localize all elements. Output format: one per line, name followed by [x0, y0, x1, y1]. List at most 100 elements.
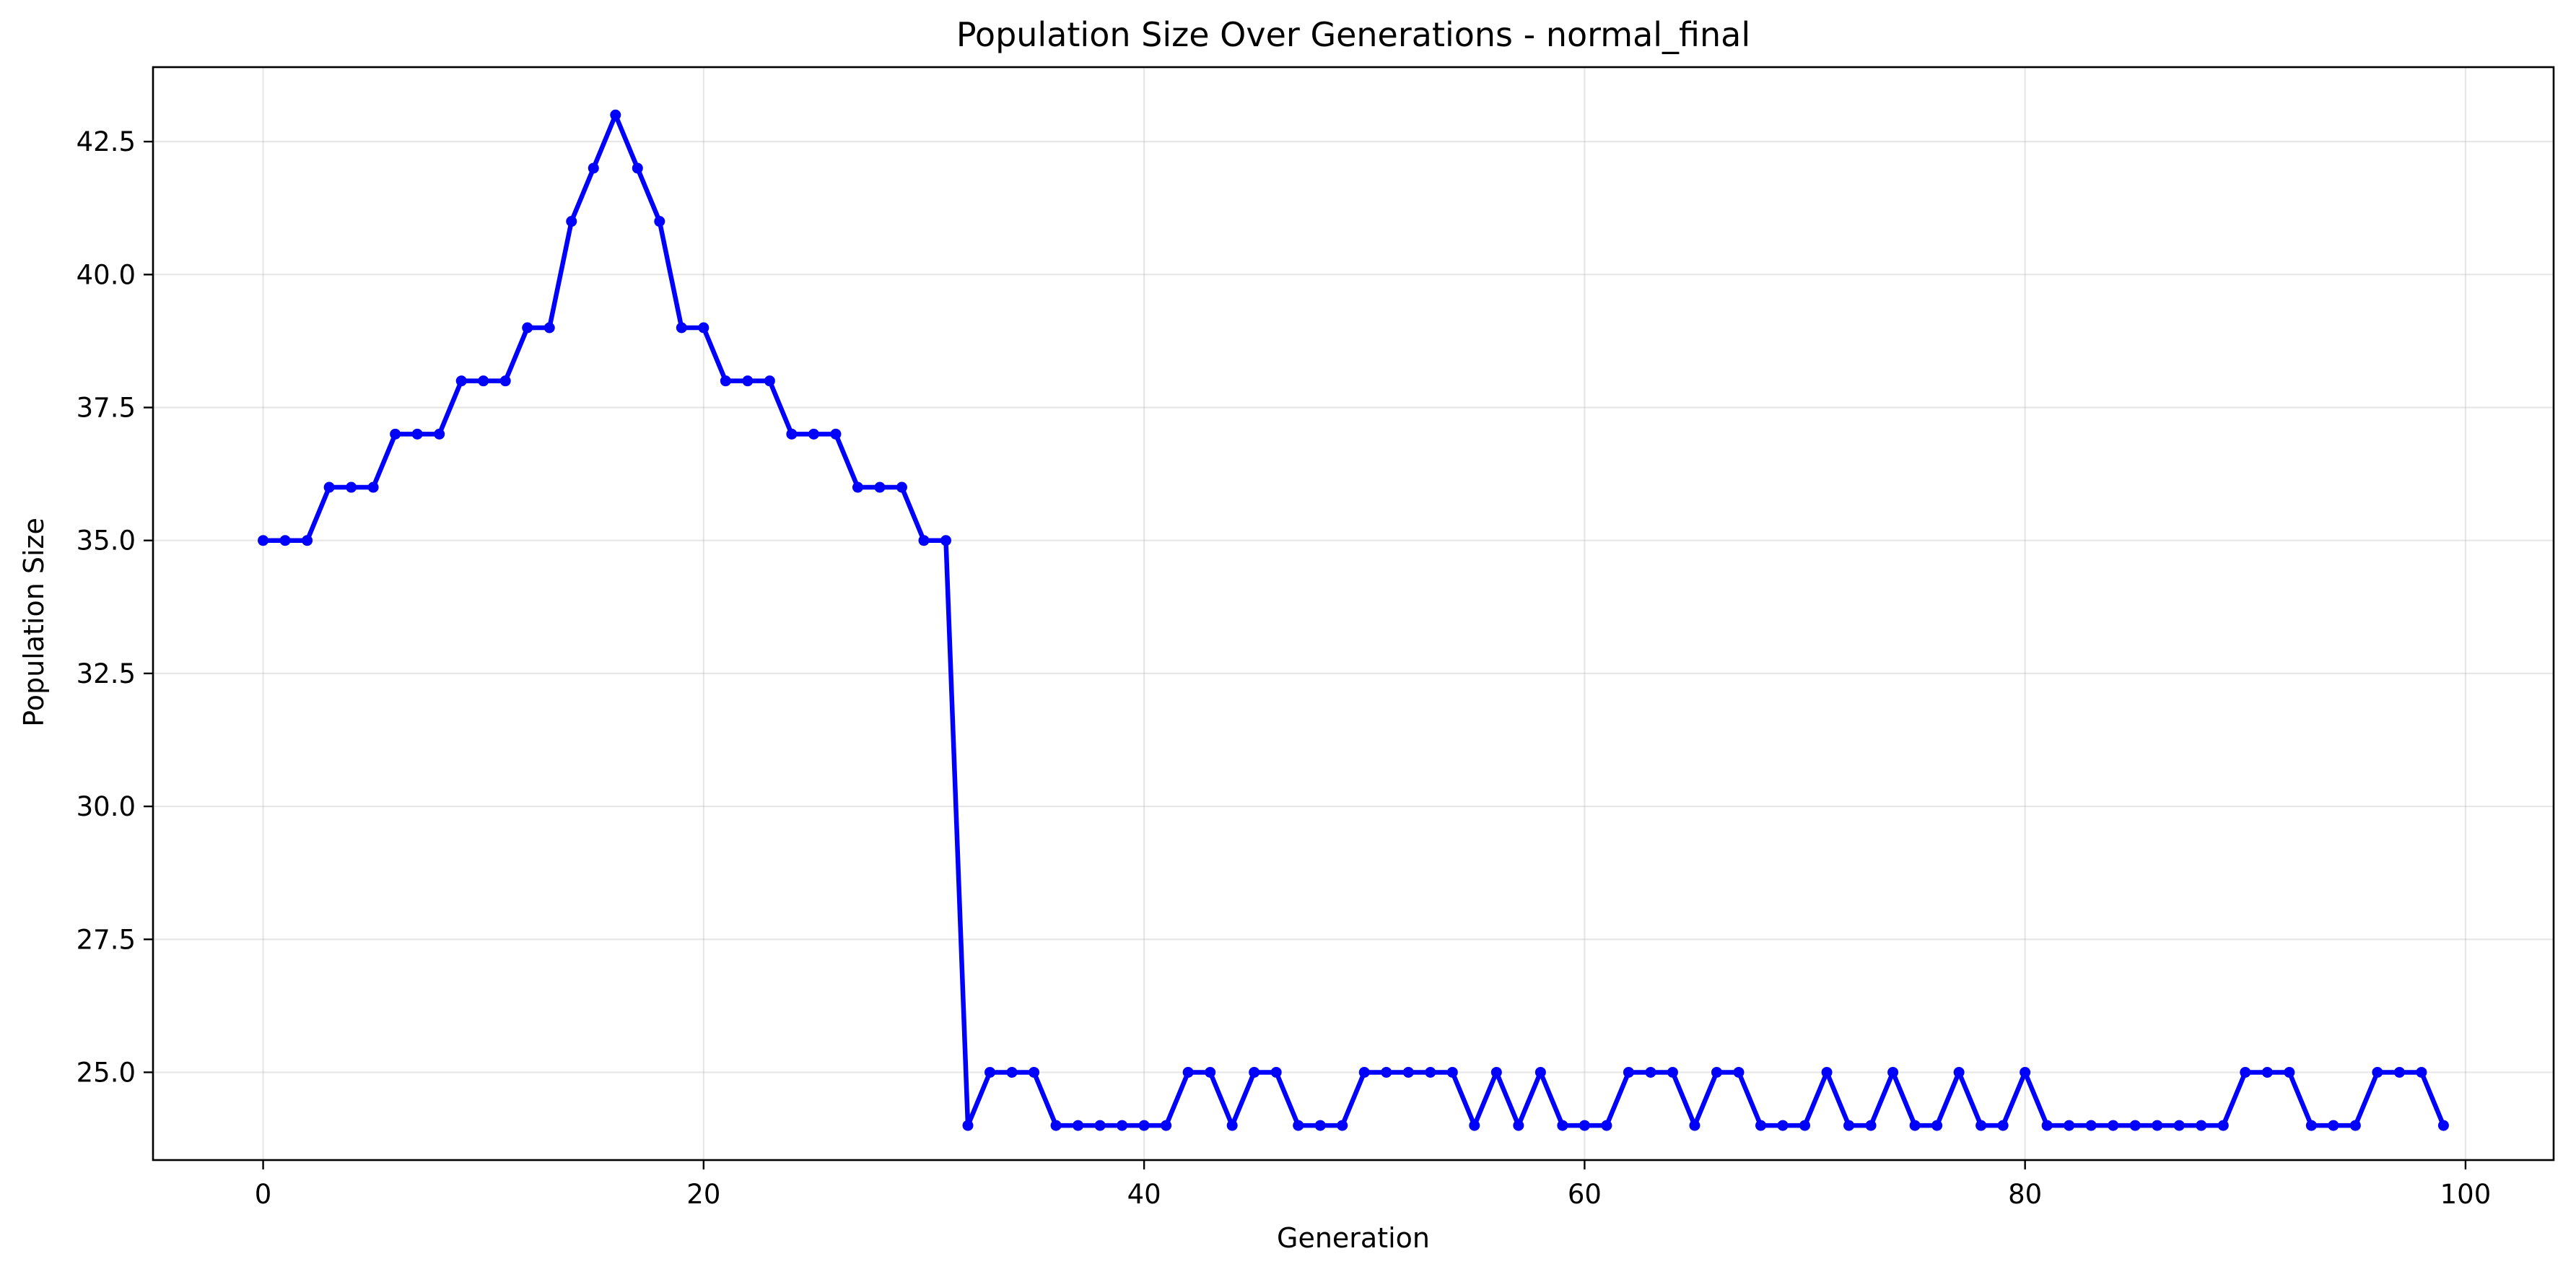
data-point — [543, 322, 555, 334]
data-point — [1821, 1066, 1833, 1078]
data-point — [1843, 1120, 1855, 1131]
data-point — [852, 481, 863, 493]
data-point — [940, 535, 951, 546]
data-point — [1490, 1066, 1502, 1078]
data-point — [1117, 1120, 1128, 1131]
data-point — [1513, 1120, 1524, 1131]
series-line — [261, 113, 2446, 1128]
y-tick-label: 37.5 — [77, 393, 136, 424]
data-point — [279, 535, 291, 546]
data-point — [434, 428, 445, 440]
data-point — [2372, 1066, 2383, 1078]
data-point — [1050, 1120, 1062, 1131]
y-axis-label: Population Size — [18, 518, 50, 727]
data-point — [2085, 1120, 2097, 1131]
data-point — [346, 481, 357, 493]
data-point — [1975, 1120, 1987, 1131]
axis-ticks: 0 20 40 60 80 100 25.0 27.5 30.0 32.5 35.0 37.5 40.0… — [77, 126, 2492, 1210]
data-point — [2173, 1120, 2185, 1131]
data-point — [896, 481, 907, 493]
data-point — [1402, 1066, 1414, 1078]
data-point — [1579, 1120, 1590, 1131]
data-point — [1733, 1066, 1745, 1078]
data-point — [1073, 1120, 1084, 1131]
data-point — [2041, 1120, 2053, 1131]
data-point — [1029, 1066, 1040, 1078]
data-point — [323, 481, 335, 493]
data-point — [1534, 1066, 1546, 1078]
data-point — [302, 535, 313, 546]
data-point — [1314, 1120, 1326, 1131]
data-point — [1799, 1120, 1811, 1131]
chart-title: Population Size Over Generations - norma… — [956, 15, 1750, 54]
data-point — [764, 375, 775, 387]
data-point — [258, 535, 269, 546]
x-axis-label: Generation — [1277, 1222, 1430, 1254]
data-point — [390, 428, 401, 440]
data-point — [2196, 1120, 2207, 1131]
data-point — [1270, 1066, 1282, 1078]
data-point — [1182, 1066, 1194, 1078]
data-point — [918, 535, 930, 546]
data-point — [2129, 1120, 2141, 1131]
y-tick-label: 30.0 — [77, 791, 136, 822]
data-point — [2152, 1120, 2163, 1131]
data-point — [1006, 1066, 1018, 1078]
data-point — [1755, 1120, 1767, 1131]
data-point — [1205, 1066, 1216, 1078]
data-point — [1645, 1066, 1656, 1078]
data-point — [1997, 1120, 2009, 1131]
data-point — [411, 428, 423, 440]
data-point — [2284, 1066, 2295, 1078]
data-point — [1358, 1066, 1370, 1078]
data-point — [720, 375, 731, 387]
data-point — [1469, 1120, 1480, 1131]
data-point — [698, 322, 710, 334]
data-point — [2393, 1066, 2405, 1078]
data-series — [258, 109, 2449, 1131]
data-point — [2328, 1120, 2339, 1131]
data-point — [984, 1066, 996, 1078]
grid-lines — [153, 67, 2554, 1160]
data-point — [455, 375, 467, 387]
data-point — [1623, 1066, 1634, 1078]
data-point — [742, 375, 754, 387]
data-point — [1689, 1120, 1700, 1131]
data-point — [2416, 1066, 2427, 1078]
data-point — [499, 375, 511, 387]
x-tick-label: 40 — [1127, 1179, 1161, 1210]
data-point — [588, 162, 599, 174]
data-point — [786, 428, 798, 440]
data-point — [874, 481, 886, 493]
data-point — [1381, 1066, 1392, 1078]
data-point — [1953, 1066, 1965, 1078]
data-point — [1226, 1120, 1238, 1131]
x-tick-label: 0 — [255, 1179, 272, 1210]
data-point — [962, 1120, 974, 1131]
data-point — [1293, 1120, 1304, 1131]
x-tick-label: 20 — [686, 1179, 720, 1210]
data-point — [2437, 1120, 2449, 1131]
data-point — [1138, 1120, 1150, 1131]
x-tick-label: 80 — [2008, 1179, 2042, 1210]
data-point — [367, 481, 379, 493]
data-point — [1249, 1066, 1260, 1078]
data-point — [1094, 1120, 1106, 1131]
data-point — [1887, 1066, 1899, 1078]
data-point — [830, 428, 842, 440]
data-point — [1711, 1066, 1722, 1078]
x-tick-label: 60 — [1568, 1179, 1602, 1210]
data-point — [522, 322, 533, 334]
x-tick-label: 100 — [2440, 1179, 2492, 1210]
axes-frame — [152, 66, 2555, 1161]
data-point — [1446, 1066, 1458, 1078]
data-point — [1557, 1120, 1568, 1131]
data-point — [566, 216, 577, 227]
data-point — [808, 428, 819, 440]
data-point — [1601, 1120, 1612, 1131]
y-tick-label: 25.0 — [77, 1057, 136, 1088]
data-point — [478, 375, 489, 387]
data-point — [1425, 1066, 1436, 1078]
